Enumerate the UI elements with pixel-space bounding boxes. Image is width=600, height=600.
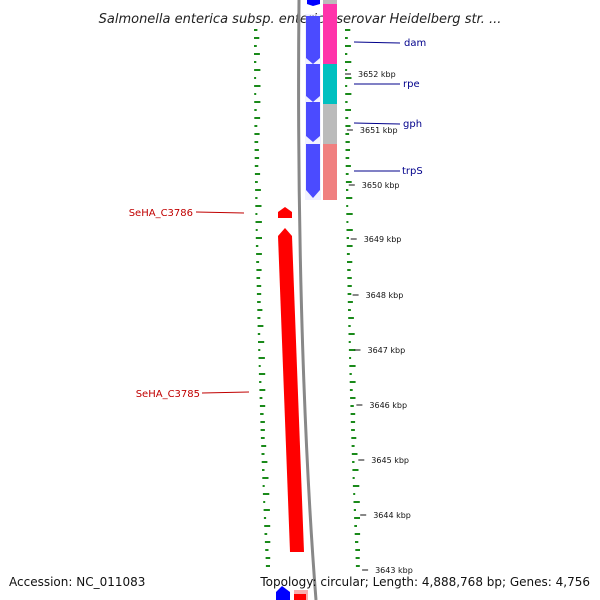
ruler-label: 3647 kbp: [368, 346, 406, 355]
backbone-inner: [297, 0, 318, 600]
gene-arrow-bottom[interactable]: [276, 586, 290, 600]
gene-arrow-trpS[interactable]: [306, 144, 320, 198]
category-track: [294, 0, 337, 600]
accession-text: Accession: NC_011083: [9, 575, 145, 589]
gene-arrow-SeHA_C3786[interactable]: [278, 207, 292, 218]
gene-label-dam[interactable]: dam: [404, 38, 426, 49]
gene-label-rpe[interactable]: rpe: [403, 79, 420, 90]
ruler-label: 3644 kbp: [373, 511, 411, 520]
ruler-label: 3652 kbp: [358, 70, 396, 79]
gene-arrow-rpe[interactable]: [306, 64, 320, 102]
leader-SeHA_C3785: [201, 391, 250, 394]
category-block-top: [323, 0, 337, 4]
gc-track-left: [254, 29, 271, 567]
ruler-label: 3646 kbp: [369, 401, 407, 410]
ruler-label: 3650 kbp: [362, 181, 400, 190]
gene-label-gph[interactable]: gph: [403, 119, 422, 130]
gene-label-SeHA_C3785[interactable]: SeHA_C3785: [136, 389, 200, 400]
category-block-magenta: [323, 4, 337, 64]
gc-track-right: [345, 29, 361, 567]
category-block-teal: [323, 64, 337, 104]
position-ruler: 3652 kbp 3651 kbp 3650 kbp 3649 kbp 3648 kbp…: [345, 70, 413, 575]
gene-arrow-top[interactable]: [307, 0, 320, 6]
reverse-genes: [278, 207, 306, 600]
gene-arrow-dam[interactable]: [306, 16, 320, 64]
gene-label-SeHA_C3786[interactable]: SeHA_C3786: [129, 208, 193, 219]
category-block-salmon: [323, 144, 337, 200]
ruler-label: 3643 kbp: [375, 566, 413, 575]
category-block-gray: [323, 104, 337, 144]
forward-gene-labels: dam rpe gph trpS: [353, 38, 426, 177]
leader-dam: [353, 41, 401, 44]
gene-label-trpS[interactable]: trpS: [402, 166, 423, 177]
ruler-label: 3649 kbp: [364, 235, 402, 244]
leader-SeHA_C3786: [195, 211, 245, 214]
forward-genes: [276, 0, 320, 600]
gene-arrow-bottom-red[interactable]: [294, 594, 306, 600]
gene-arrow-gph[interactable]: [306, 102, 320, 142]
leader-gph: [353, 122, 401, 125]
ruler-label: 3648 kbp: [366, 291, 404, 300]
ruler-label: 3645 kbp: [371, 456, 409, 465]
ruler-label: 3651 kbp: [360, 126, 398, 135]
topology-text: Topology: circular; Length: 4,888,768 bp…: [259, 575, 590, 589]
gene-arrow-SeHA_C3785[interactable]: [278, 228, 304, 552]
forward-shadow: [305, 14, 321, 200]
reverse-gene-labels: SeHA_C3786 SeHA_C3785: [129, 208, 250, 400]
